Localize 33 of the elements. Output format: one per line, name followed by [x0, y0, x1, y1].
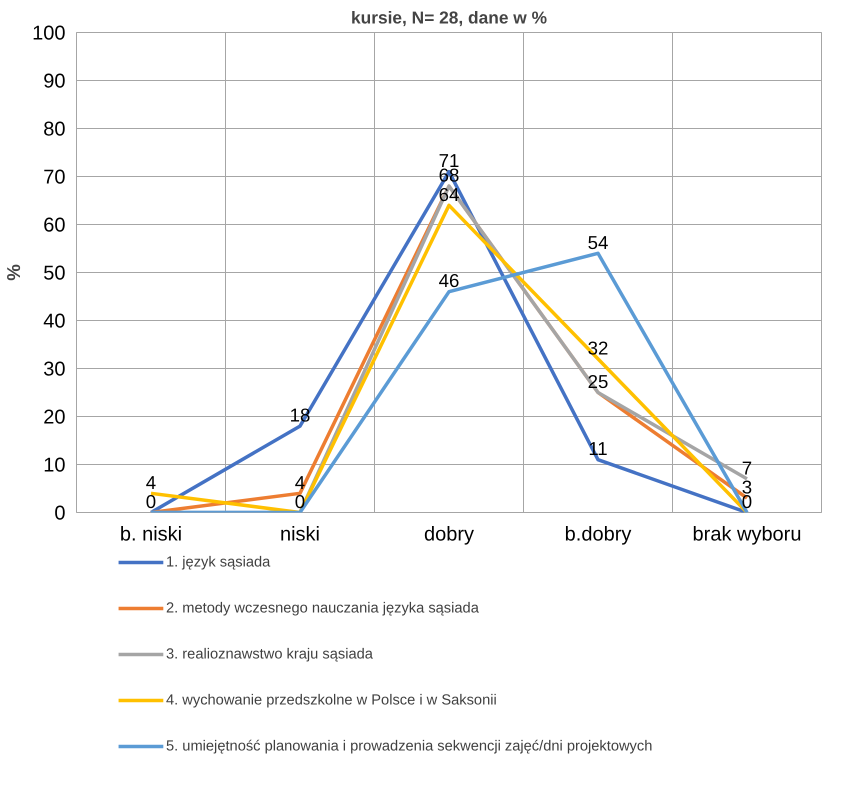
y-tick-label: 20: [43, 406, 66, 428]
legend-label: 5. umiejętność planowania i prowadzenia sekwencji zajęć/dni projektowych: [166, 738, 652, 754]
y-axis-title: %: [3, 264, 24, 281]
data-label: 25: [588, 371, 608, 392]
data-label: 4: [294, 472, 306, 493]
y-tick-label: 10: [43, 454, 66, 476]
data-label: 7: [742, 457, 752, 478]
y-tick-label: 80: [43, 118, 66, 140]
x-tick-label: niski: [280, 524, 320, 546]
y-tick-label: 90: [43, 70, 66, 92]
legend-label: 3. realioznawstwo kraju sąsiada: [166, 646, 374, 662]
x-tick-label: b.dobry: [564, 524, 632, 546]
y-tick-label: 50: [43, 262, 66, 284]
y-tick-label: 40: [43, 310, 66, 332]
y-tick-label: 0: [54, 502, 66, 524]
x-tick-label: b. niski: [120, 524, 182, 546]
legend-label: 1. język sąsiada: [166, 554, 272, 570]
legend-label: 4. wychowanie przedszkolne w Polsce i w Saksonii: [166, 692, 497, 708]
data-label: 4: [146, 472, 156, 493]
legend-label: 2. metody wczesnego nauczania języka sąsiada: [166, 600, 480, 616]
y-tick-label: 70: [43, 166, 66, 188]
chart-title: kursie, N= 28, dane w %: [351, 8, 548, 28]
data-label: 32: [588, 337, 608, 358]
data-label: 64: [438, 184, 460, 205]
data-label: 0: [146, 491, 156, 512]
y-tick-label: 100: [32, 22, 66, 44]
data-label: 54: [588, 232, 608, 253]
x-tick-label: brak wyboru: [692, 524, 802, 546]
y-tick-label: 60: [43, 214, 66, 236]
y-tick-label: 30: [43, 358, 66, 380]
data-label: 46: [438, 270, 460, 292]
data-label: 0: [294, 491, 306, 512]
x-tick-label: dobry: [424, 524, 474, 546]
